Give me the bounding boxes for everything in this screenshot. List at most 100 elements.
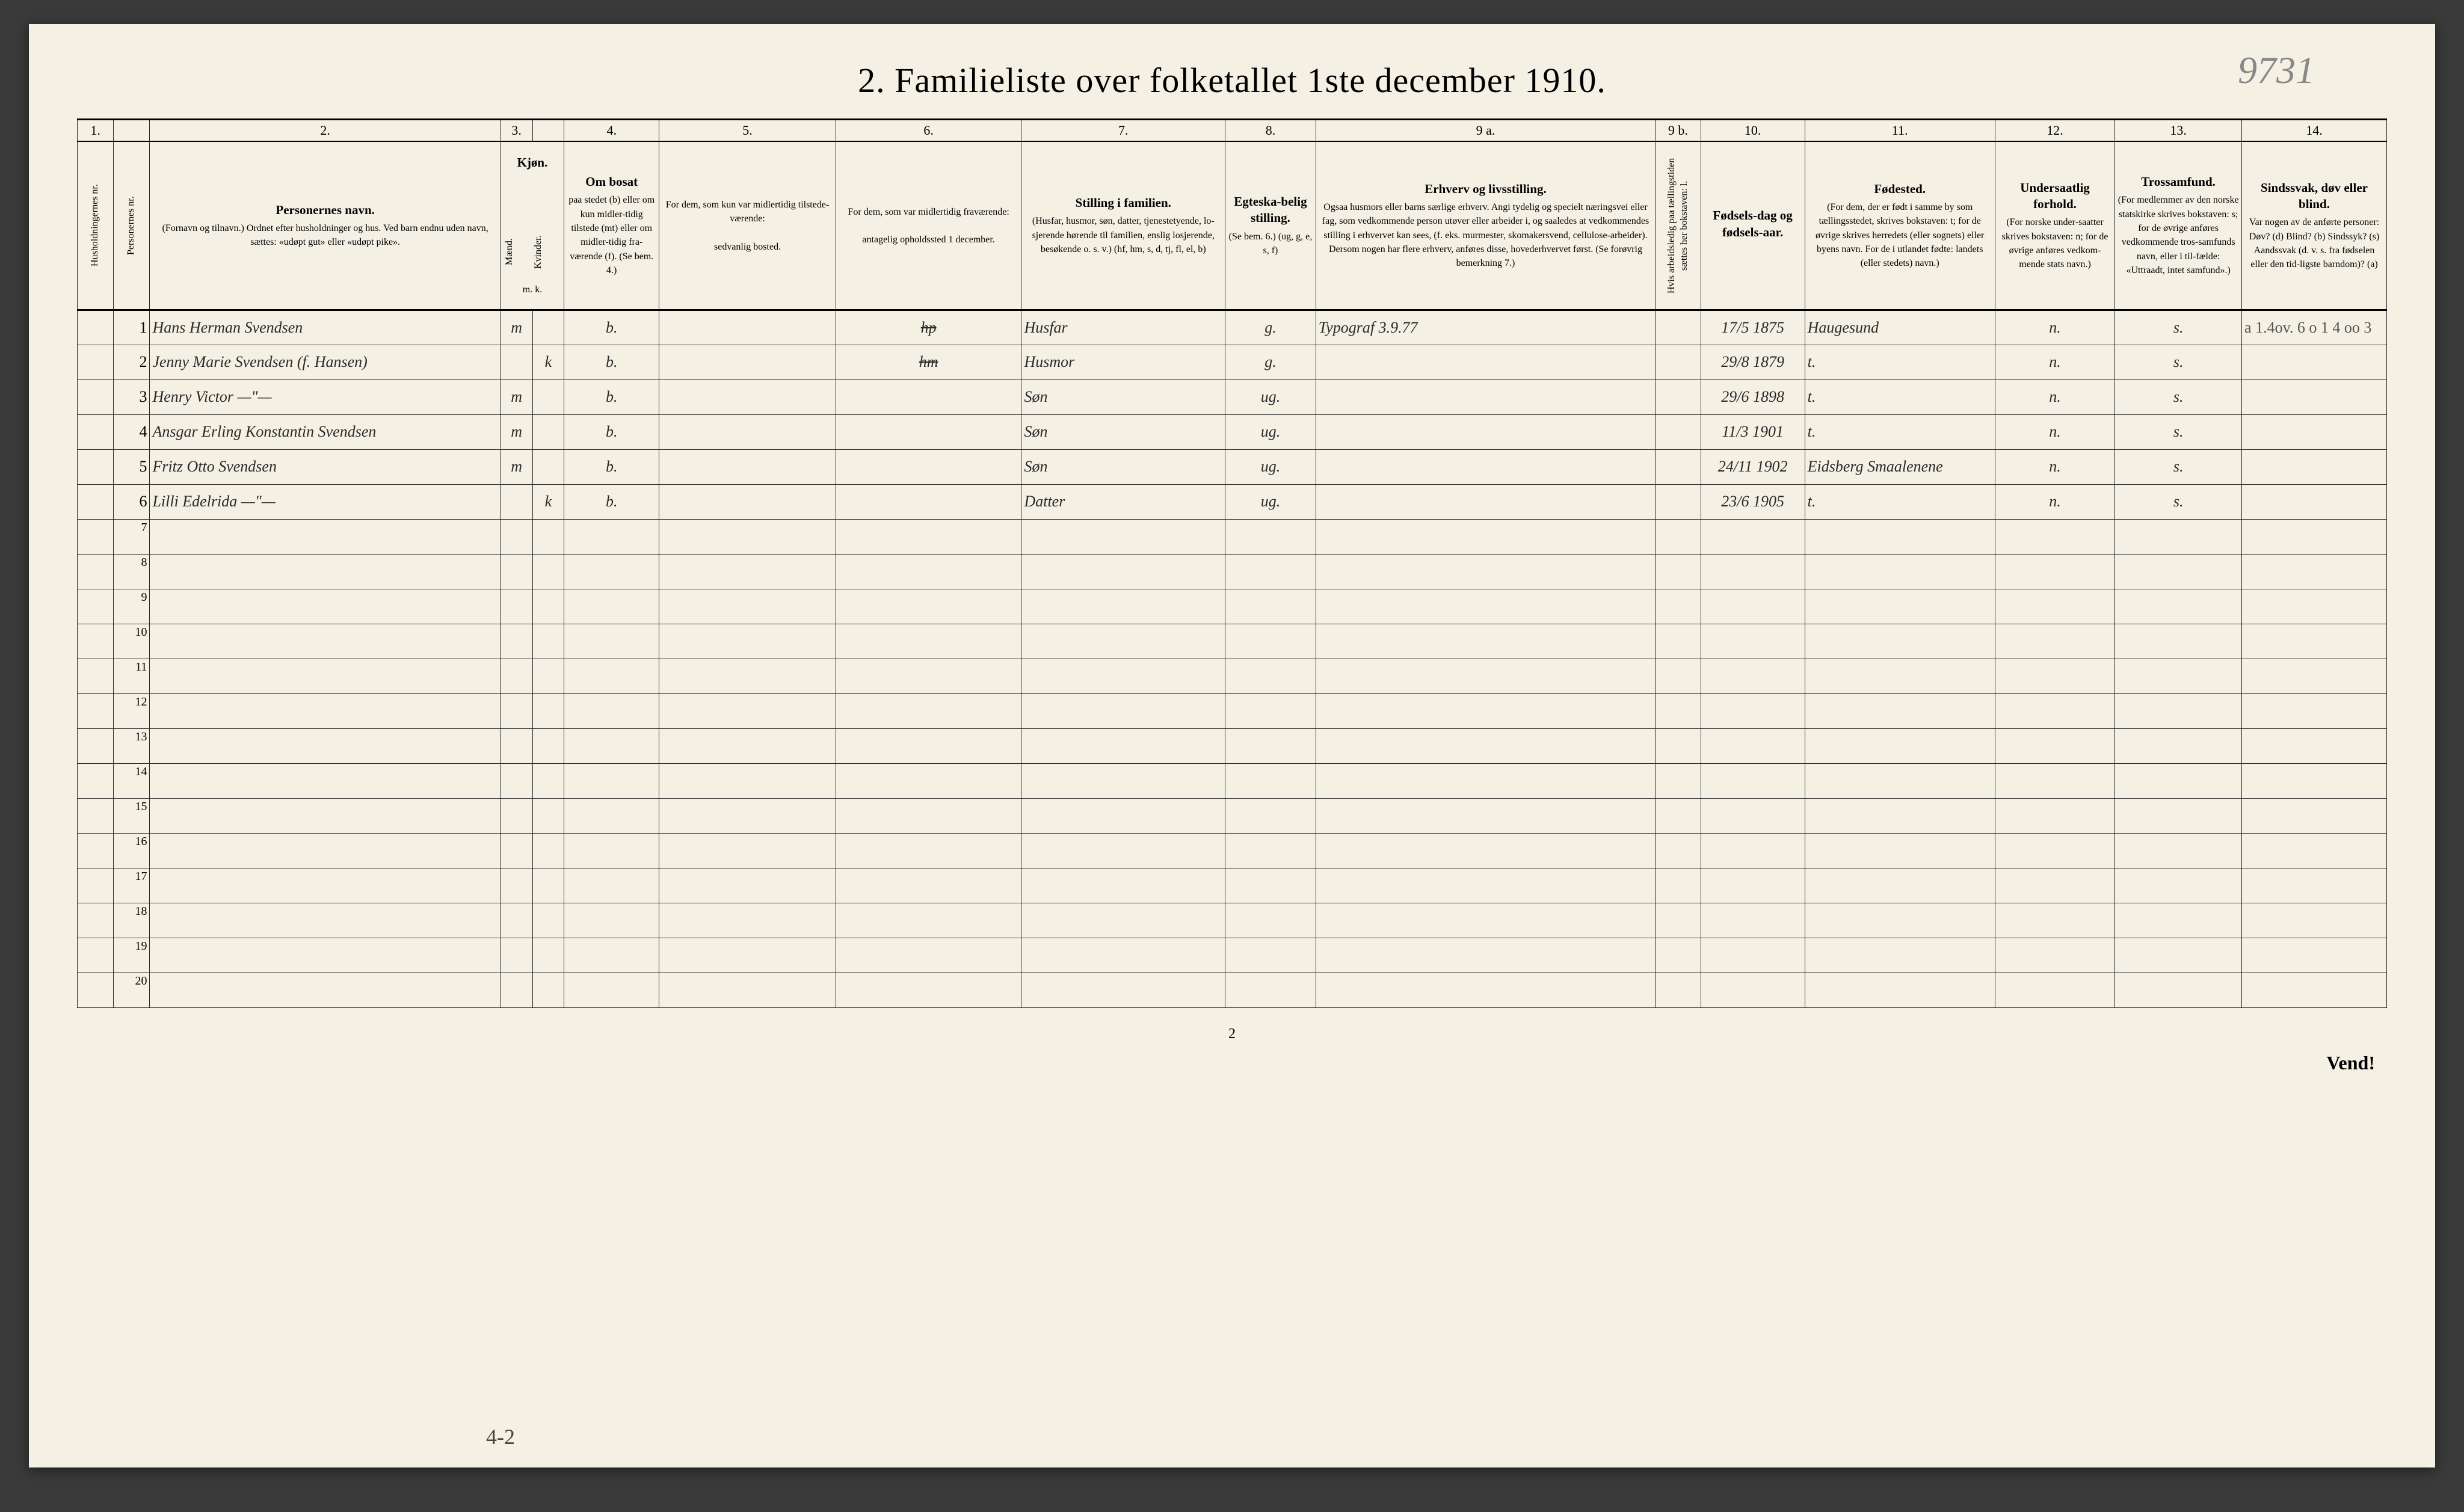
cell [1995, 833, 2114, 868]
header-personnr: Personernes nr. [114, 141, 150, 310]
data-row: 2Jenny Marie Svendsen (f. Hansen)kb.hmHu… [78, 345, 2387, 380]
cell [564, 589, 659, 624]
cell [150, 624, 500, 659]
cell [1995, 624, 2114, 659]
cell [836, 380, 1021, 414]
cell [2242, 449, 2387, 484]
cell [1656, 554, 1701, 589]
cell [2242, 798, 2387, 833]
col-number: 1. [78, 120, 114, 142]
column-number-row: 1.2.3.4.5.6.7.8.9 a.9 b.10.11.12.13.14. [78, 120, 2387, 142]
col-number: 6. [836, 120, 1021, 142]
cell [78, 554, 114, 589]
cell [150, 763, 500, 798]
cell: s. [2115, 414, 2242, 449]
cell [1656, 414, 1701, 449]
cell [659, 345, 836, 380]
header-kjon: Kjøn. Mænd. Kvinder. m. k. [500, 141, 564, 310]
cell [659, 310, 836, 345]
cell [1225, 868, 1316, 903]
cell [1225, 693, 1316, 728]
empty-row: 13 [78, 728, 2387, 763]
cell [2242, 693, 2387, 728]
cell [659, 414, 836, 449]
cell [1995, 798, 2114, 833]
cell [836, 484, 1021, 519]
cell: Hans Herman Svendsen [150, 310, 500, 345]
cell [1805, 833, 1995, 868]
cell [500, 519, 532, 554]
cell [150, 728, 500, 763]
cell [1021, 728, 1225, 763]
cell [532, 973, 564, 1007]
cell [1701, 833, 1805, 868]
cell: b. [564, 345, 659, 380]
cell: Typograf 3.9.77 [1316, 310, 1656, 345]
cell [532, 938, 564, 973]
empty-row: 11 [78, 659, 2387, 693]
cell [78, 693, 114, 728]
cell [836, 903, 1021, 938]
cell [1021, 624, 1225, 659]
cell [2115, 624, 2242, 659]
header-egte: Egteska-belig stilling. (Se bem. 6.) (ug… [1225, 141, 1316, 310]
cell: t. [1805, 345, 1995, 380]
cell [2242, 414, 2387, 449]
cell [78, 833, 114, 868]
cell [1316, 903, 1656, 938]
cell [1805, 763, 1995, 798]
cell [78, 310, 114, 345]
cell: 29/6 1898 [1701, 380, 1805, 414]
empty-row: 7 [78, 519, 2387, 554]
header-bosat: Om bosat paa stedet (b) eller om kun mid… [564, 141, 659, 310]
cell [1805, 938, 1995, 973]
cell [659, 380, 836, 414]
cell: 11 [114, 659, 150, 693]
cell [78, 519, 114, 554]
data-row: 3Henry Victor —"—mb.Sønug.29/6 1898t.n.s… [78, 380, 2387, 414]
cell [1656, 484, 1701, 519]
cell [1656, 659, 1701, 693]
cell [2115, 659, 2242, 693]
cell [78, 380, 114, 414]
cell [564, 763, 659, 798]
cell [1701, 624, 1805, 659]
cell [564, 833, 659, 868]
cell [659, 833, 836, 868]
cell [836, 938, 1021, 973]
col-number: 9 a. [1316, 120, 1656, 142]
col-number: 13. [2115, 120, 2242, 142]
cell [78, 763, 114, 798]
cell [1805, 589, 1995, 624]
cell [1021, 659, 1225, 693]
cell [1701, 938, 1805, 973]
cell [836, 763, 1021, 798]
cell [2242, 833, 2387, 868]
cell [1805, 519, 1995, 554]
cell [1995, 973, 2114, 1007]
cell [78, 624, 114, 659]
cell: Datter [1021, 484, 1225, 519]
cell [1225, 519, 1316, 554]
cell [1021, 693, 1225, 728]
cell: b. [564, 449, 659, 484]
cell [78, 973, 114, 1007]
cell [659, 519, 836, 554]
cell [500, 868, 532, 903]
cell [659, 868, 836, 903]
cell [1225, 624, 1316, 659]
empty-row: 20 [78, 973, 2387, 1007]
cell [1995, 728, 2114, 763]
cell [1316, 868, 1656, 903]
cell [659, 624, 836, 659]
data-row: 6Lilli Edelrida —"—kb.Datterug.23/6 1905… [78, 484, 2387, 519]
cell [564, 798, 659, 833]
title-row: 2. Familieliste over folketallet 1ste de… [77, 60, 2387, 100]
cell [532, 554, 564, 589]
empty-row: 16 [78, 833, 2387, 868]
cell [1656, 519, 1701, 554]
data-row: 1Hans Herman Svendsenmb.hpHusfarg.Typogr… [78, 310, 2387, 345]
cell: 14 [114, 763, 150, 798]
cell [500, 484, 532, 519]
header-undersaat: Undersaatlig forhold. (For norske under-… [1995, 141, 2114, 310]
